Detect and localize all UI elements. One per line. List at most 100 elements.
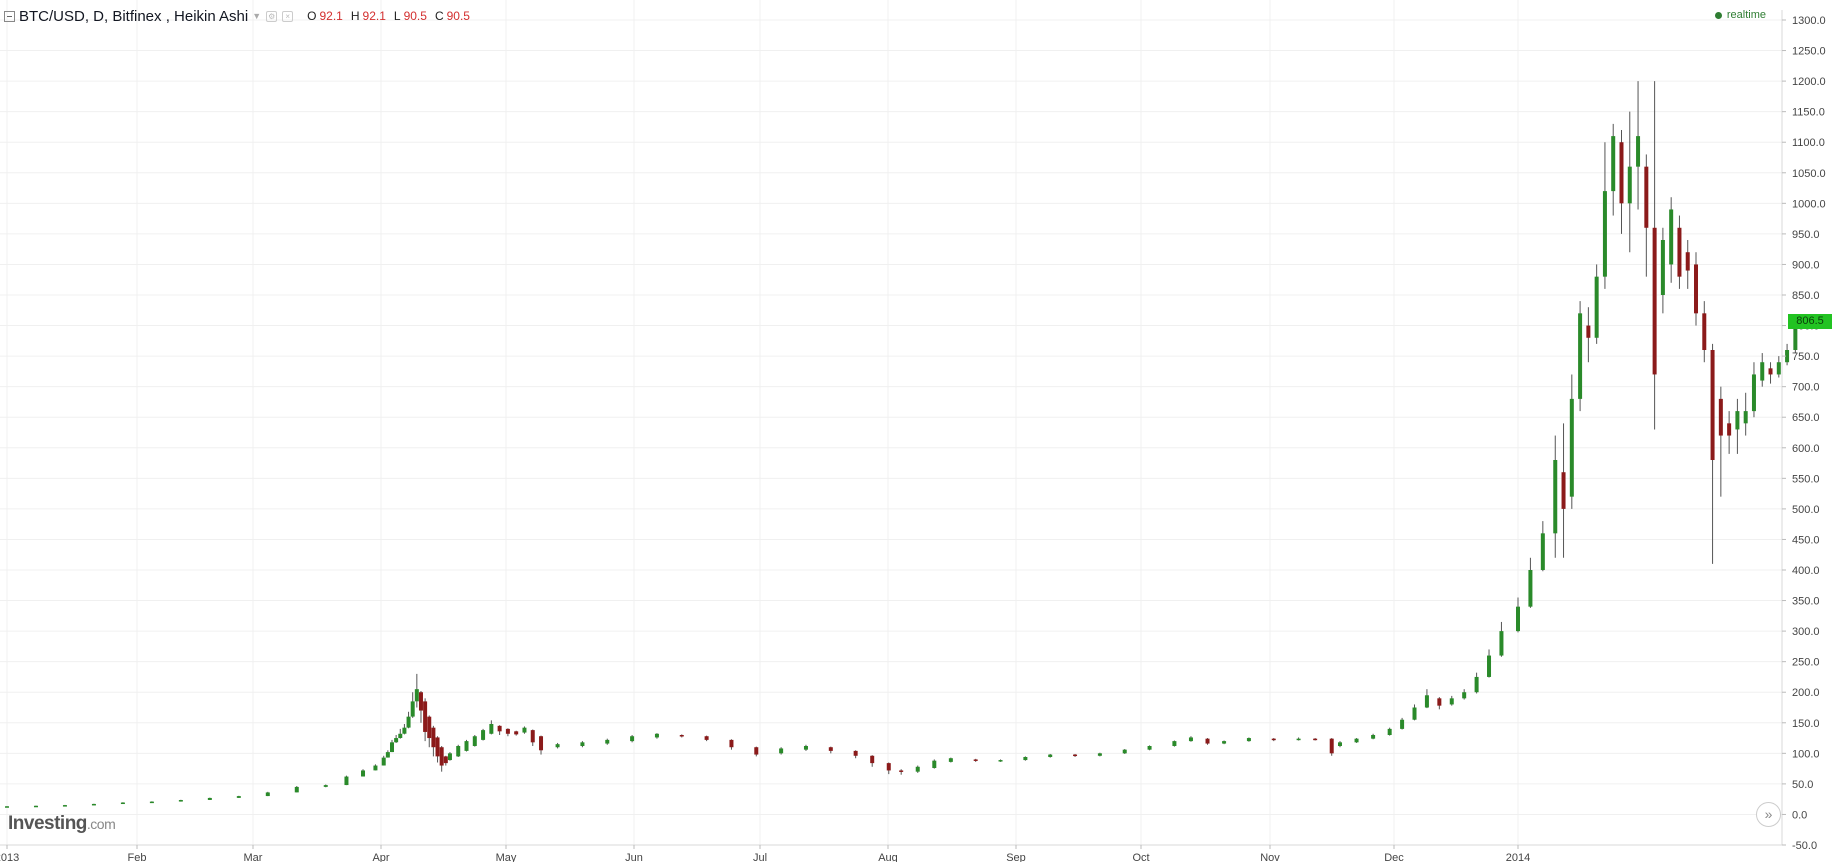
candle (539, 735, 544, 755)
candle-body (1474, 676, 1479, 693)
candle-body (1516, 606, 1520, 632)
y-tick-label: 200.0 (1792, 687, 1820, 699)
candle (1048, 753, 1053, 758)
candle-body (948, 758, 953, 762)
candle (605, 738, 610, 745)
ohlc-close-value: 90.5 (446, 9, 470, 23)
candle (394, 735, 399, 743)
candle-body (729, 739, 734, 748)
candle (265, 791, 270, 797)
ohlc-high-value: 92.1 (362, 9, 386, 23)
candle-body (236, 796, 241, 798)
candle (1437, 697, 1442, 710)
candle-body (1685, 252, 1690, 271)
x-tick-label: Oct (1132, 852, 1149, 862)
candle-body (803, 746, 808, 750)
x-tick-label: Aug (878, 852, 898, 862)
investing-logo: Investing.com (8, 813, 116, 835)
candle-body (1172, 741, 1177, 746)
candle (1785, 343, 1790, 366)
logo-text: Investing (8, 813, 87, 834)
candle-body (505, 728, 510, 734)
candle-body (389, 742, 394, 753)
candle-body (33, 805, 38, 808)
candle (381, 755, 386, 766)
candle (1735, 398, 1740, 454)
y-tick-label: 1150.0 (1792, 107, 1825, 119)
candle (418, 691, 423, 723)
candle-body (1296, 738, 1301, 741)
y-tick-label: 50.0 (1792, 779, 1813, 791)
candle (414, 673, 419, 708)
candle-body (1023, 757, 1028, 761)
candle (427, 715, 432, 748)
candle (828, 746, 833, 754)
candle (915, 765, 920, 773)
candle (435, 736, 440, 763)
x-tick-label: Sep (1006, 852, 1026, 862)
candle (207, 797, 212, 801)
candle-body (1400, 719, 1405, 729)
candle (704, 735, 709, 742)
y-tick-label: 300.0 (1792, 626, 1820, 638)
candle (431, 725, 436, 757)
x-tick-label: Feb (128, 852, 147, 862)
y-tick-label: 500.0 (1792, 504, 1820, 516)
ohlc-low-value: 90.5 (403, 9, 427, 23)
candle (120, 802, 125, 805)
candle (1474, 672, 1479, 694)
candle (1449, 695, 1454, 706)
candle-body (1586, 325, 1591, 338)
candle (1743, 392, 1748, 436)
candle-body (1669, 209, 1674, 265)
symbol-title[interactable]: BTC/USD, D, Bitfinex , Heikin Ashi (19, 7, 249, 25)
candle-body (456, 746, 461, 757)
candle-body (1487, 655, 1492, 677)
candle (323, 784, 328, 788)
candle (1462, 689, 1467, 700)
candle-body (410, 701, 415, 717)
candle-body (899, 770, 904, 772)
candle-body (439, 747, 444, 766)
candle-body (1602, 191, 1607, 277)
candle (1188, 736, 1193, 742)
candle-body (853, 750, 858, 756)
minus-square-icon[interactable] (4, 10, 15, 22)
candle-body (1594, 276, 1599, 338)
candle (1205, 738, 1210, 745)
x-tick-label: Dec (1384, 852, 1404, 862)
candle (1586, 307, 1591, 363)
candle-body (91, 803, 96, 806)
candle-body (514, 731, 519, 735)
candle (456, 744, 461, 757)
close-icon[interactable]: × (282, 10, 294, 22)
candle-body (1727, 423, 1732, 436)
candle (886, 762, 891, 775)
y-tick-label: 150.0 (1792, 718, 1820, 730)
candle (1073, 753, 1078, 757)
candle (1768, 362, 1773, 384)
candle-body (1660, 240, 1665, 295)
chevron-down-icon[interactable]: ▼ (252, 11, 262, 21)
candle (1296, 737, 1301, 741)
candle (410, 692, 415, 718)
candle-body (427, 716, 432, 739)
candle (1627, 111, 1632, 253)
candle (344, 775, 349, 786)
y-tick-label: 950.0 (1792, 229, 1820, 241)
ohlc-values: O 92.1 H 92.1 L 90.5 C 90.5 (307, 9, 478, 23)
candle (1023, 756, 1028, 761)
candle (1412, 704, 1417, 721)
x-tick-label: Jun (625, 852, 643, 862)
candle (1122, 749, 1127, 754)
candle-body (431, 727, 436, 748)
double-chevron-right-icon[interactable]: » (1756, 802, 1781, 827)
candle-body (344, 776, 349, 786)
candle (1760, 353, 1765, 387)
candle (1499, 621, 1504, 657)
candle-body (207, 797, 212, 800)
settings-icon[interactable]: ⚙ (266, 10, 278, 22)
candle (1602, 142, 1607, 289)
candle (729, 739, 734, 750)
